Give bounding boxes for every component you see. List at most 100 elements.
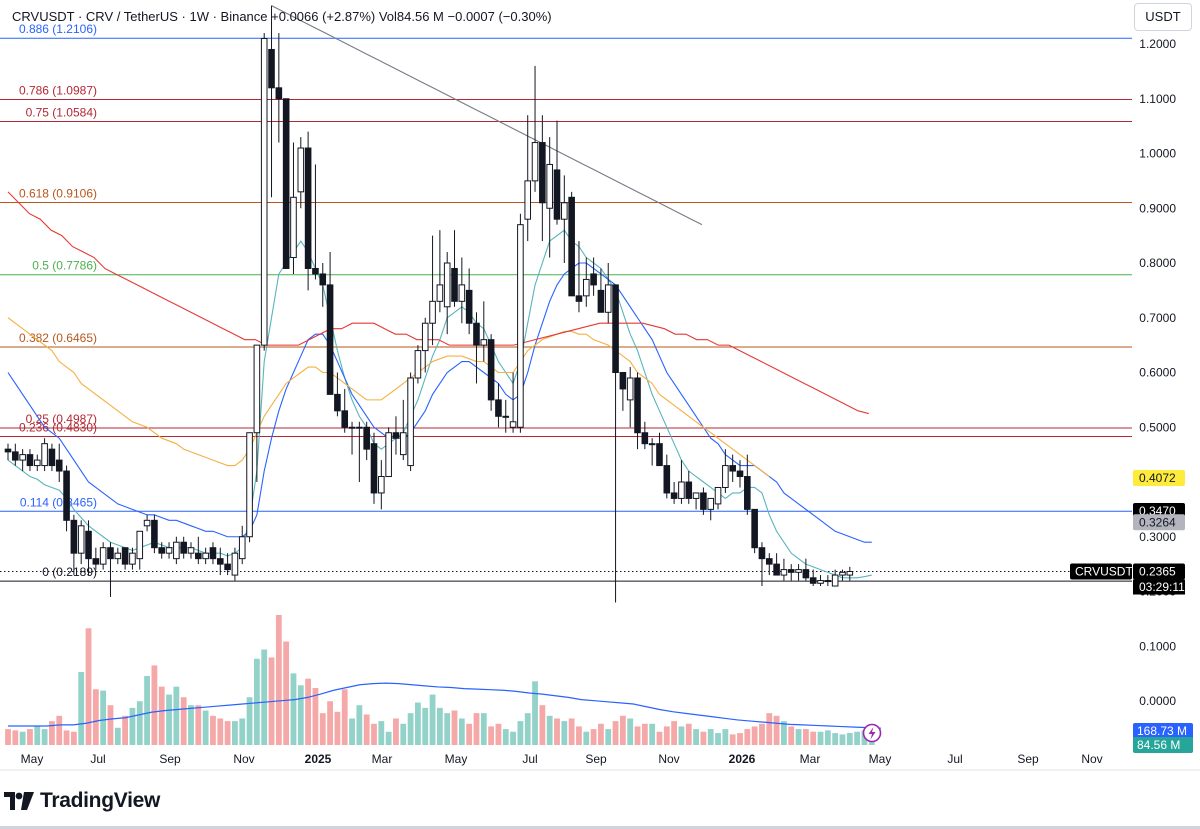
volume-bar (473, 713, 480, 745)
candle-body (378, 476, 385, 494)
volume-bar (707, 729, 714, 745)
volume-tag-label: 84.56 M (1137, 738, 1180, 752)
candle-body (165, 547, 173, 554)
lightning-icon-bolt (868, 727, 876, 740)
candle-body (70, 519, 78, 554)
price-tick-label: 0.7000 (1139, 311, 1176, 325)
fib-levels: 0.886 (1.2106) 0.786 (1.0987) 0.75 (1.0584… (0, 22, 1132, 582)
bottom-divider (0, 826, 1200, 829)
candle-body (670, 492, 678, 499)
candle-body (773, 563, 780, 576)
volume-bar (612, 721, 619, 745)
volume-bar (802, 729, 809, 745)
volume-bar (839, 734, 846, 745)
fib-label: 0 (0.2189) (42, 565, 97, 579)
volume-bar (810, 731, 817, 745)
volume-bar (232, 721, 238, 745)
volume-change: −0.0007 (−0.30%) (447, 9, 552, 24)
volume-bar (590, 729, 597, 745)
volume-bar (627, 718, 634, 745)
price-tag-box (1133, 514, 1185, 531)
volume-bar (773, 715, 780, 745)
candle-body (517, 224, 524, 428)
price-axis-panel (1132, 0, 1200, 770)
candle-body (553, 169, 561, 220)
candle-body (634, 377, 641, 434)
price-tag-label: 0.2365 (1139, 565, 1176, 579)
candle-body (290, 196, 297, 259)
fib-label: 0.886 (1.2106) (19, 22, 97, 36)
candle-body (356, 426, 363, 429)
price-tag-box (1133, 563, 1185, 580)
candle-body (539, 142, 546, 204)
volume-bar (327, 701, 333, 745)
candle-body (180, 541, 187, 554)
time-tick-label: Sep (585, 752, 607, 766)
candle-body (209, 547, 217, 560)
candle-body (260, 38, 268, 346)
fib-label: 0.236 (0.4830) (19, 421, 97, 435)
candle-body (282, 98, 290, 269)
volume-bar (685, 723, 692, 745)
volume-bar (297, 685, 304, 745)
volume-bar (510, 731, 516, 745)
candle-body (19, 454, 26, 461)
volume-bar (700, 731, 707, 745)
candle-body (744, 476, 751, 510)
volume-bar (788, 726, 795, 745)
volume-bar (283, 641, 290, 745)
volume-bar (188, 705, 194, 745)
symbol-tag-box (1070, 563, 1132, 580)
currency-button[interactable]: USDT (1134, 3, 1192, 31)
volume-bar (217, 718, 224, 745)
volume-bar (488, 726, 495, 745)
candle-body (824, 580, 832, 583)
time-tick-label: Nov (233, 752, 254, 766)
time-tick-label: Nov (658, 752, 679, 766)
symbol-title[interactable]: CRVUSDT · CRV / TetherUS · 1W · Binance (12, 9, 268, 24)
fib-label: 0.382 (0.6465) (19, 331, 97, 345)
volume-bar (744, 729, 751, 745)
moving-average-line (7, 317, 770, 477)
fib-label: 0.114 (0.3465) (20, 495, 97, 509)
volume-bar (85, 628, 92, 745)
candle-body (143, 519, 151, 527)
candle-body (443, 262, 451, 308)
fib-label: 0.786 (1.0987) (19, 83, 97, 97)
candle-body (363, 426, 370, 450)
candle-body (648, 443, 656, 446)
candle-body (714, 486, 722, 505)
candle-body (334, 393, 341, 412)
time-tick-label: Nov (1081, 752, 1102, 766)
tradingview-logo[interactable]: TradingView (4, 788, 160, 814)
candle-body (187, 547, 195, 554)
volume-bar (210, 715, 216, 745)
candle-body (326, 284, 334, 395)
volume-bar (180, 697, 187, 745)
candle-body (436, 284, 444, 302)
countdown-label: 03:29:11 (1139, 580, 1185, 594)
candle-body (575, 295, 583, 302)
candle-body (678, 481, 685, 499)
candle-body (231, 552, 239, 576)
volume-bar (663, 726, 670, 745)
candle-body (253, 344, 261, 434)
candle-body (129, 552, 136, 565)
time-tick-label: Jul (90, 752, 105, 766)
price-tick-label: 0.5000 (1139, 420, 1176, 434)
candle-body (41, 443, 48, 467)
volume-bar (19, 731, 26, 745)
fib-label: 0.618 (0.9106) (19, 186, 97, 200)
moving-average-line (7, 191, 869, 415)
candle-body (414, 350, 422, 379)
volume-bar (363, 714, 370, 745)
candle-body (612, 284, 619, 373)
volume-bar (422, 707, 429, 745)
candle-body (63, 470, 70, 521)
candle-body (604, 284, 612, 313)
volume-bar (619, 715, 626, 745)
volume-bar (136, 701, 143, 745)
volume-bar (605, 729, 612, 745)
volume-bar (114, 727, 121, 745)
